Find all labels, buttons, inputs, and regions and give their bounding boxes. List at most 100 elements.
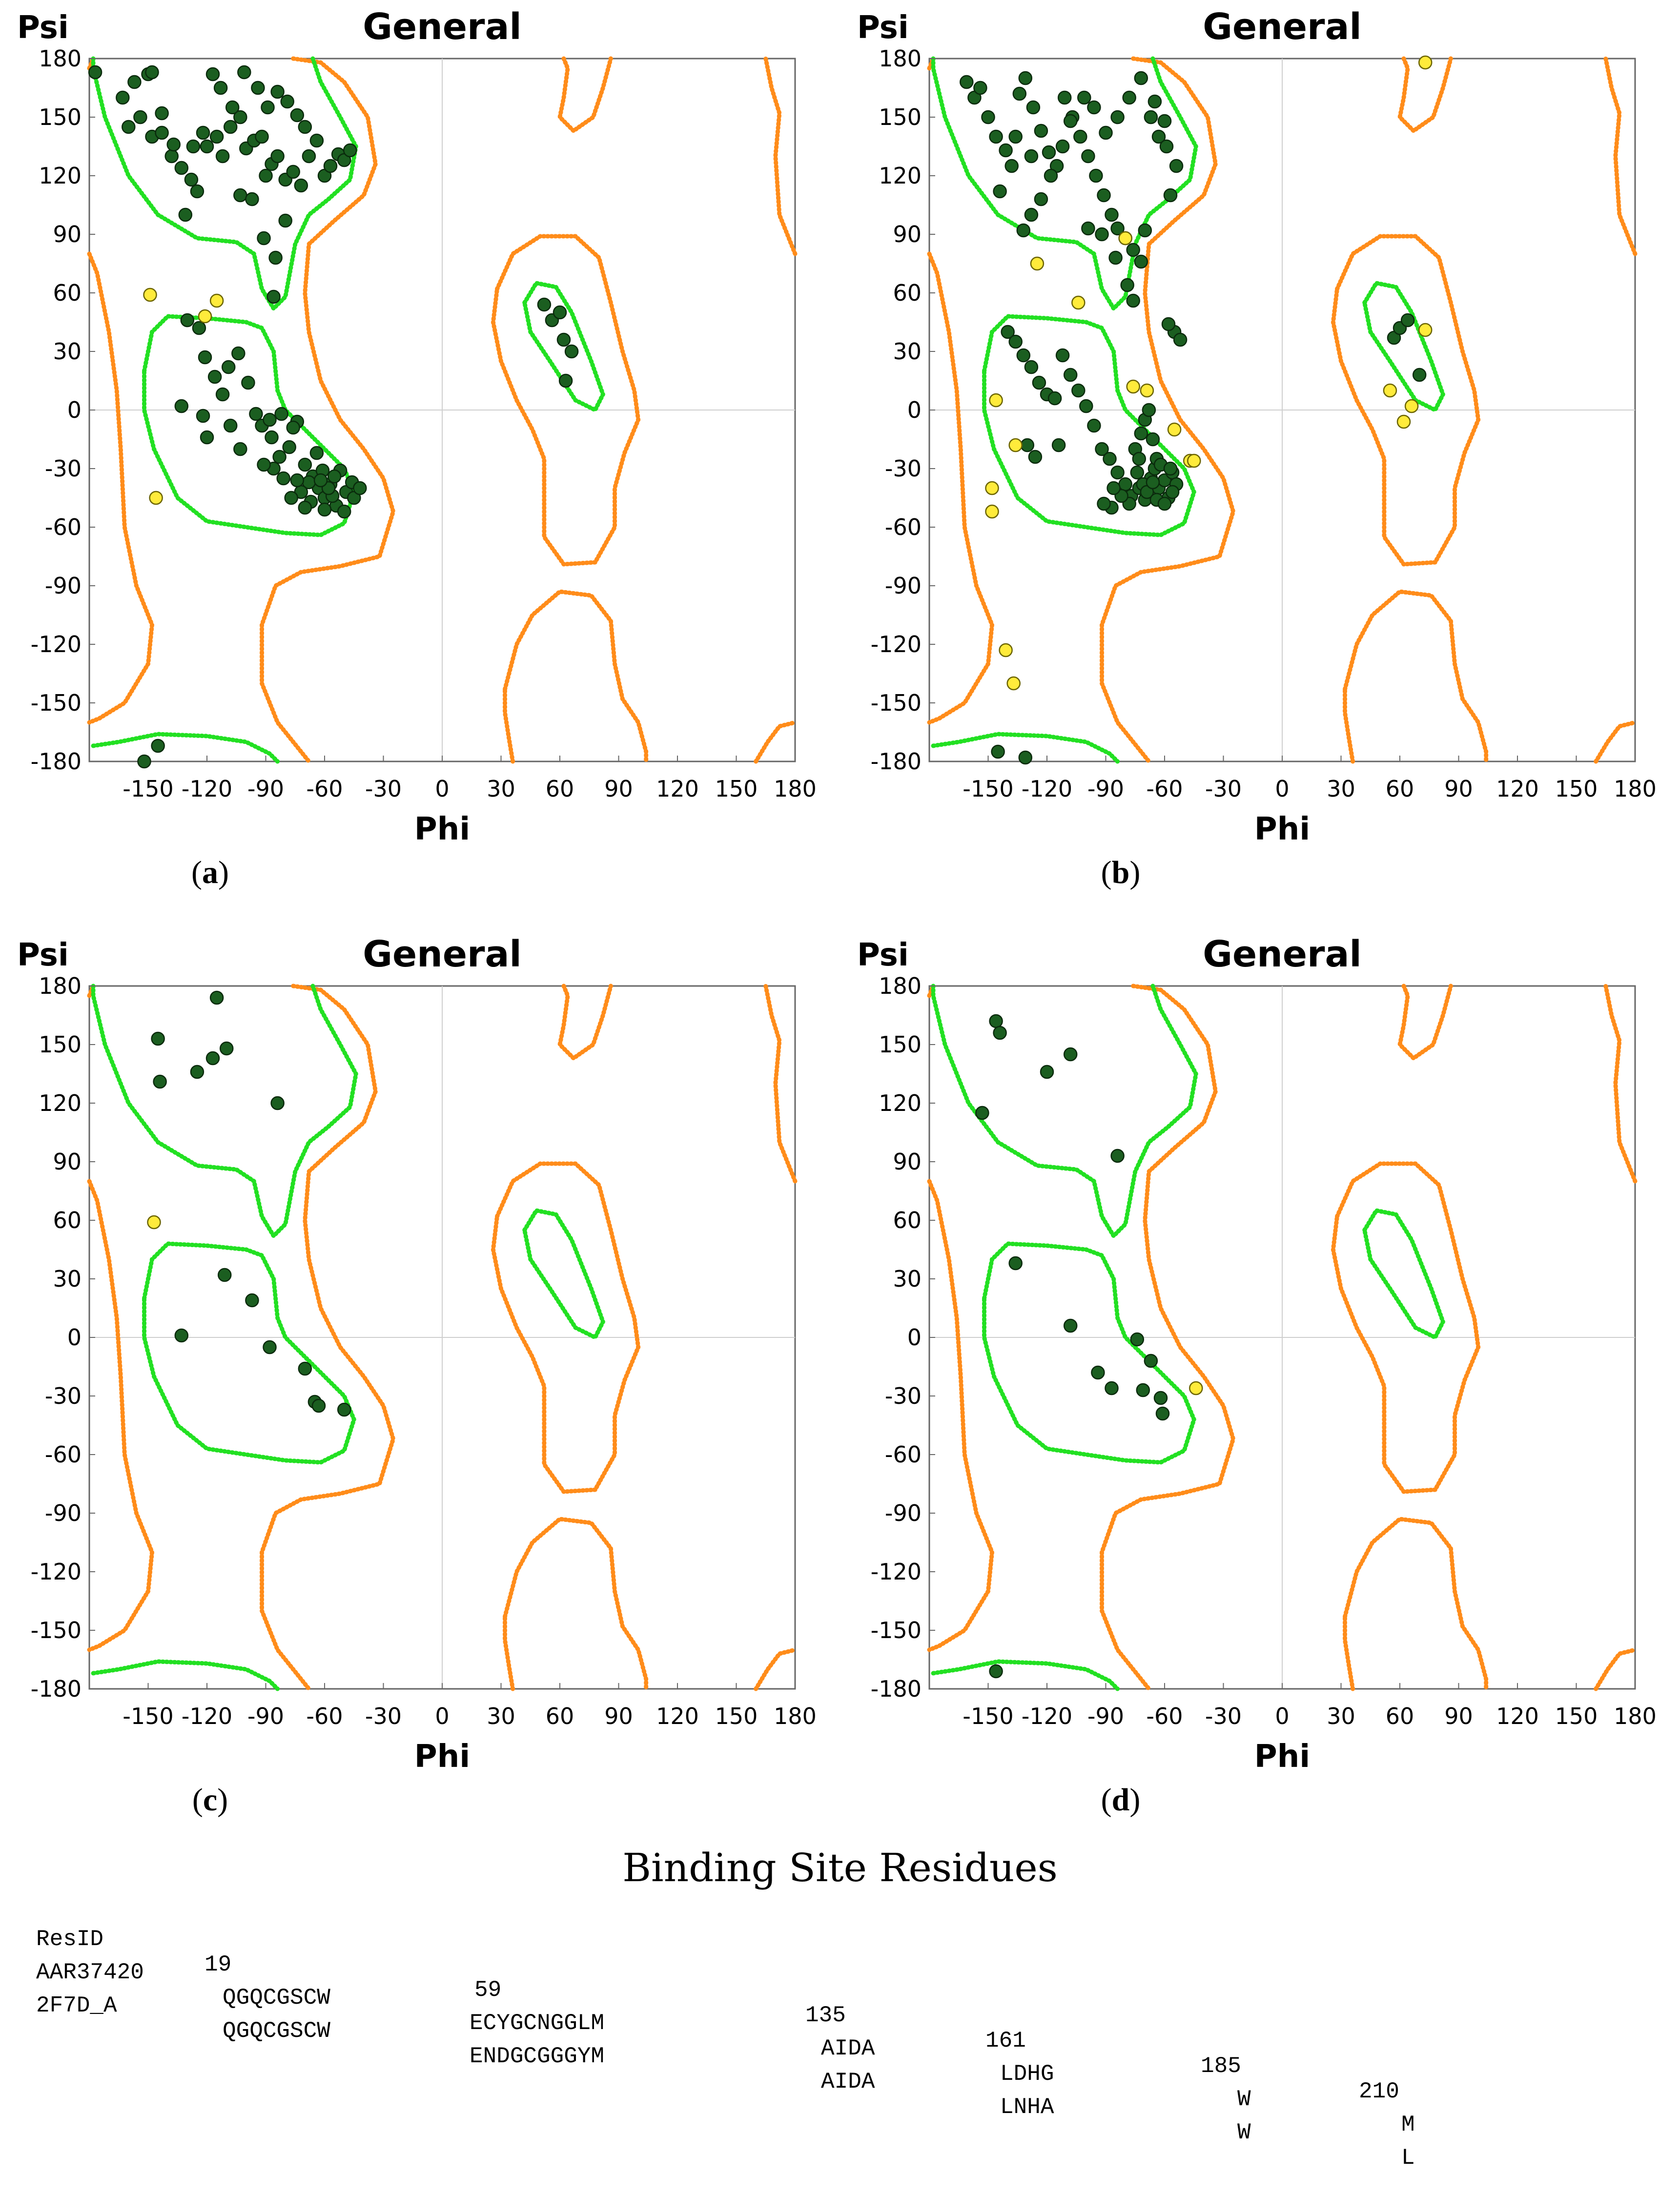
allowed-region-contour <box>1100 56 1236 764</box>
y-tick-label: -150 <box>871 690 922 716</box>
table-cell: LDHG <box>1000 2061 1054 2087</box>
residue-point-favored <box>1155 1406 1170 1421</box>
residue-point-allowed <box>1140 383 1154 398</box>
residue-point-allowed <box>1071 295 1086 310</box>
residue-point-favored <box>265 430 279 445</box>
residue-point-favored <box>270 84 285 99</box>
x-tick-label: 180 <box>774 1703 817 1729</box>
x-axis-label: Phi <box>414 811 470 847</box>
residue-point-favored <box>290 473 305 488</box>
residue-point-allowed <box>198 309 212 324</box>
residue-point-favored <box>155 125 169 140</box>
residue-point-favored <box>1042 145 1056 160</box>
favored-region-contour <box>91 56 358 311</box>
table-cell: M <box>1401 2112 1415 2137</box>
residue-point-favored <box>556 332 571 347</box>
residue-point-favored <box>1055 348 1070 363</box>
residue-point-allowed <box>1006 676 1021 691</box>
residue-point-favored <box>1169 159 1184 173</box>
residue-point-allowed <box>1167 422 1182 437</box>
allowed-region-contour <box>1331 234 1481 567</box>
residue-point-allowed <box>1418 55 1433 70</box>
residue-point-favored <box>989 1664 1003 1679</box>
favored-region-contour <box>522 1208 605 1340</box>
y-tick-label: -30 <box>45 1383 82 1409</box>
residue-point-favored <box>1020 438 1035 452</box>
x-tick-label: 90 <box>1444 776 1473 802</box>
binding-row-2f7d-a: 2F7D_A QGQCGSCW ENDGCGGGYM AIDA LNHA W L <box>36 1968 1415 2171</box>
table-cell: L <box>1401 2145 1415 2171</box>
x-tick-label: 30 <box>1327 1703 1355 1729</box>
residue-point-favored <box>205 67 220 82</box>
allowed-region-contour <box>503 1517 649 1691</box>
residue-point-favored <box>186 139 201 154</box>
allowed-region-contour <box>763 984 798 1184</box>
residue-point-favored <box>219 1041 234 1056</box>
residue-point-favored <box>1110 465 1125 480</box>
x-tick-label: 30 <box>487 776 515 802</box>
y-tick-label: 30 <box>893 1266 922 1292</box>
residue-point-favored <box>989 1014 1003 1028</box>
x-tick-label: 30 <box>1327 776 1355 802</box>
residue-point-favored <box>237 65 251 80</box>
residue-point-allowed <box>1418 323 1433 337</box>
x-tick-label: -60 <box>1146 1703 1183 1729</box>
residue-point-favored <box>1138 223 1152 238</box>
residue-point-allowed <box>1126 379 1140 394</box>
favored-region-contour <box>931 984 1198 1238</box>
table-cell: LNHA <box>1000 2094 1054 2120</box>
residue-point-favored <box>1159 139 1174 154</box>
favored-region-contour <box>931 732 1120 764</box>
residue-point-favored <box>1008 334 1023 349</box>
residue-point-favored <box>1163 188 1178 203</box>
y-tick-label: 90 <box>893 1149 922 1175</box>
residue-point-favored <box>1018 71 1033 85</box>
residue-point-favored <box>327 469 342 484</box>
table-cell: ECYGCNGGLM <box>470 2011 605 2036</box>
residue-point-favored <box>1089 168 1103 183</box>
x-tick-label: 30 <box>487 1703 515 1729</box>
residue-point-favored <box>174 399 189 413</box>
residue-point-favored <box>196 125 210 140</box>
residue-point-favored <box>1063 368 1078 382</box>
residue-point-allowed <box>209 293 224 308</box>
residue-point-allowed <box>1383 383 1397 398</box>
residue-point-favored <box>190 1065 205 1079</box>
residue-point-favored <box>286 164 300 179</box>
allowed-region-contour <box>754 720 798 764</box>
residue-point-allowed <box>1396 414 1411 429</box>
favored-region-contour <box>91 1659 280 1691</box>
panel-caption-b: (b) <box>1101 855 1141 890</box>
y-tick-label: 30 <box>53 338 82 365</box>
residue-point-favored <box>137 754 151 769</box>
ramachandran-panel-c: -150 -120 -90 -60 -30 0 30 60 90 120 150 180 180 150 1… <box>0 927 840 1855</box>
residue-point-favored <box>259 168 273 183</box>
y-tick-label: -180 <box>871 1676 922 1702</box>
residue-point-allowed <box>985 481 999 495</box>
residue-point-favored <box>213 81 228 95</box>
y-tick-label: -60 <box>45 514 82 540</box>
residue-point-favored <box>164 149 179 164</box>
residue-point-favored <box>200 430 214 445</box>
residue-point-favored <box>1120 278 1134 292</box>
residue-point-favored <box>991 744 1005 759</box>
residue-point-favored <box>1063 114 1078 128</box>
allowed-region-contour <box>1603 984 1638 1184</box>
residue-point-favored <box>1008 129 1023 144</box>
allowed-region-contour <box>1603 56 1638 256</box>
residue-point-favored <box>266 289 281 304</box>
binding-row-aar37420: AAR37420 QGQCGSCW ECYGCNGGLM AIDA LDHG W… <box>36 1934 1415 2137</box>
chart-title: General <box>1203 6 1362 48</box>
x-tick-label: 0 <box>1275 1703 1289 1729</box>
residue-point-favored <box>1081 149 1095 164</box>
allowed-region-contour <box>503 1614 515 1691</box>
favored-region-contour <box>931 56 1198 311</box>
allowed-region-contour <box>260 984 396 1691</box>
residue-point-favored <box>294 178 308 193</box>
residue-point-favored <box>1142 403 1156 417</box>
residue-point-favored <box>1057 90 1072 105</box>
residue-point-favored <box>311 1398 326 1413</box>
x-tick-label: -120 <box>182 1703 232 1729</box>
residue-point-favored <box>145 65 159 80</box>
y-tick-label: 90 <box>53 221 82 247</box>
